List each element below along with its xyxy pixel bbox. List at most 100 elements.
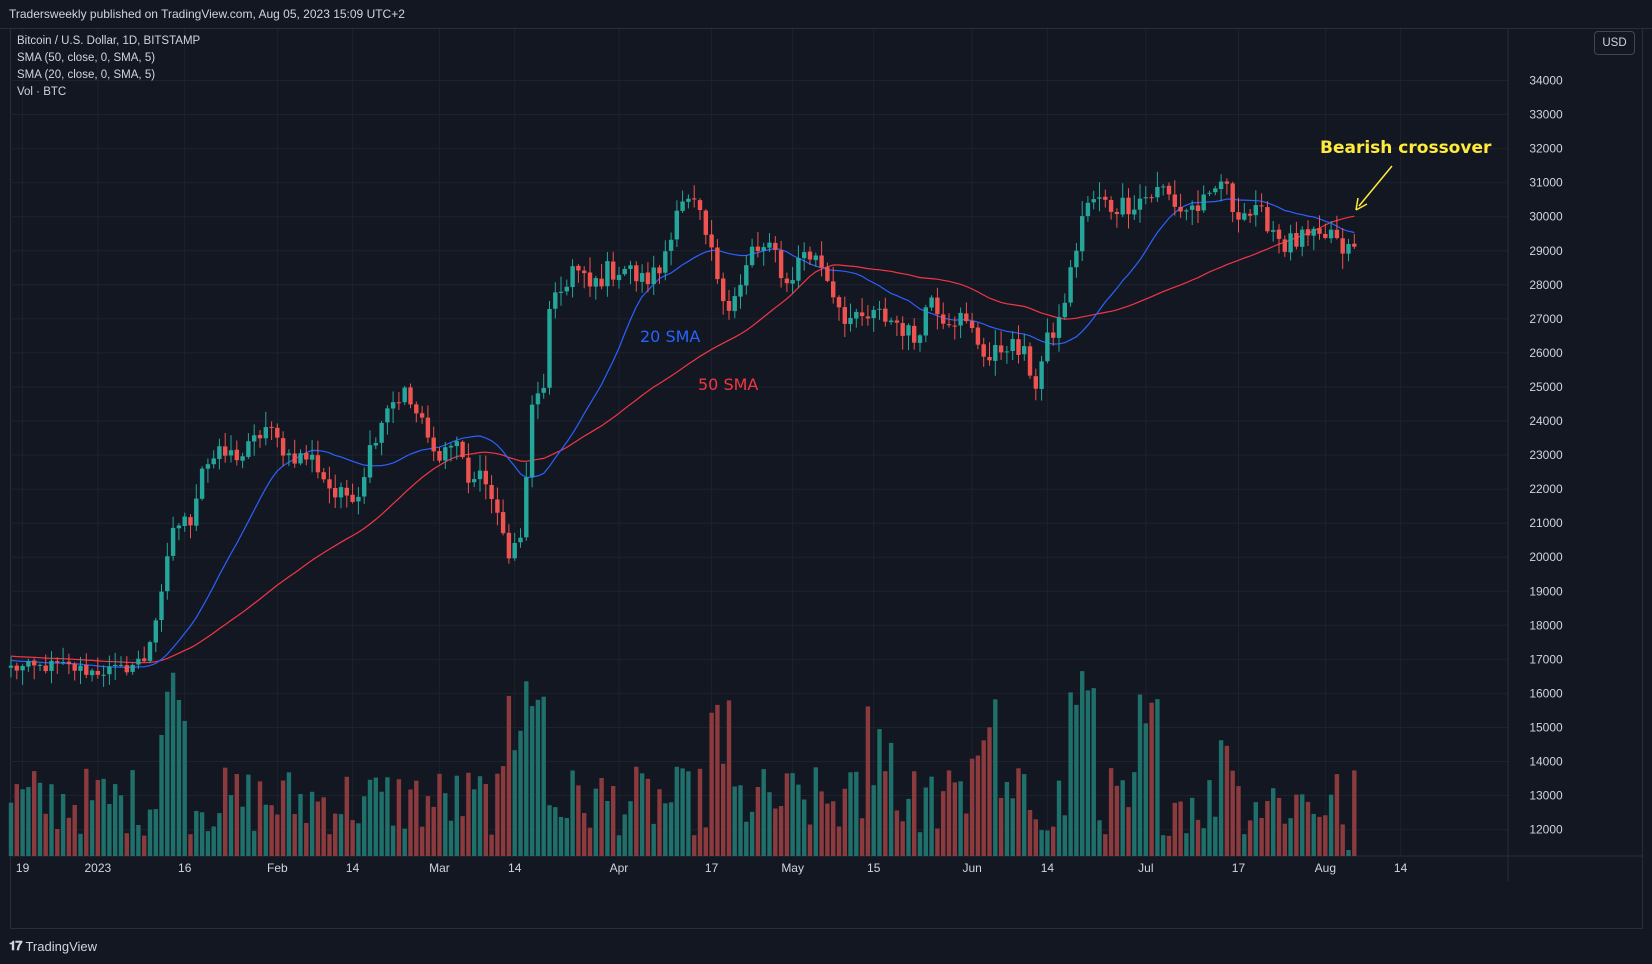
volume-bar	[1265, 801, 1270, 856]
candle-body	[257, 434, 263, 439]
candle-body	[674, 210, 679, 240]
candle-body	[217, 446, 222, 459]
candle-body	[859, 312, 865, 317]
tradingview-logo[interactable]: 𝟏𝟕 TradingView	[9, 938, 97, 954]
legend-sma50[interactable]: SMA (50, close, 0, SMA, 5)	[17, 52, 156, 64]
volume-bar	[709, 712, 714, 856]
time-tick-label: Aug	[1315, 861, 1336, 875]
footer	[0, 929, 1652, 964]
time-tick-label: Jul	[1138, 861, 1153, 875]
volume-bar	[1288, 818, 1293, 856]
volume-bar	[252, 830, 257, 856]
volume-bar	[483, 784, 488, 856]
volume-bar	[431, 806, 436, 856]
candle-body	[113, 664, 118, 666]
candle-body	[1340, 238, 1345, 254]
volume-bar	[292, 814, 297, 856]
time-tick-label: Feb	[267, 861, 288, 875]
volume-bar	[1253, 802, 1258, 856]
volume-bar	[929, 776, 934, 856]
volume-bar	[912, 771, 917, 856]
candle-body	[547, 309, 552, 388]
volume-bar	[1149, 702, 1154, 856]
time-tick-label: 16	[178, 861, 192, 875]
volume-bar	[182, 720, 187, 856]
volume-bar	[888, 742, 894, 856]
candle-body	[466, 457, 471, 483]
volume-bar	[217, 813, 222, 856]
volume-bar	[1056, 780, 1062, 856]
candle-body	[506, 532, 512, 559]
candle-body	[738, 284, 743, 297]
volume-bar	[883, 771, 888, 856]
volume-bar	[1352, 770, 1357, 856]
volume-bar	[773, 808, 778, 856]
legend-symbol[interactable]: Bitcoin / U.S. Dollar, 1D, BITSTAMP	[17, 35, 201, 47]
volume-bar	[333, 813, 338, 856]
candle-body	[344, 487, 349, 496]
price-tick-label: 17000	[1529, 652, 1563, 666]
volume-bar	[362, 796, 367, 856]
volume-bar	[228, 795, 234, 856]
volume-bar	[466, 772, 471, 856]
candle-body	[228, 450, 234, 456]
price-tick-label: 23000	[1529, 448, 1563, 462]
candle-body	[767, 242, 772, 248]
volume-bar	[518, 730, 523, 856]
volume-bar	[674, 766, 679, 856]
sma50-line	[10, 215, 1355, 664]
candle-body	[645, 272, 651, 285]
price-tick-label: 24000	[1529, 414, 1563, 428]
volume-bar	[448, 820, 454, 856]
volume-bar	[1132, 772, 1137, 856]
candle-body	[697, 200, 703, 210]
time-tick-label: 14	[1041, 861, 1055, 875]
candle-body	[269, 426, 274, 428]
price-tick-label: 18000	[1529, 618, 1563, 632]
candle-body	[153, 620, 158, 643]
price-tick-label: 22000	[1529, 482, 1563, 496]
volume-bar	[72, 805, 77, 856]
volume-bar	[726, 700, 732, 856]
candle-body	[280, 438, 286, 456]
volume-bar	[338, 814, 344, 856]
volume-bar	[1022, 774, 1027, 856]
candle-body	[639, 273, 645, 282]
candle-body	[1305, 229, 1311, 236]
volume-bar	[95, 780, 100, 856]
candle-body	[1074, 250, 1079, 268]
candle-body	[1253, 205, 1258, 216]
volume-bar	[657, 789, 662, 856]
candle-body	[1126, 197, 1131, 215]
volume-bar	[286, 772, 292, 856]
candle-body	[176, 525, 182, 529]
candle-body	[1213, 188, 1218, 193]
candle-body	[668, 239, 674, 251]
legend-sma20[interactable]: SMA (20, close, 0, SMA, 5)	[17, 69, 156, 81]
candle-body	[402, 387, 407, 403]
candle-body	[1016, 339, 1021, 355]
volume-bar	[923, 787, 928, 856]
volume-bar	[454, 775, 459, 856]
candle-body	[286, 453, 292, 456]
volume-bar	[246, 774, 251, 856]
candle-body	[582, 270, 587, 274]
candle-body	[836, 297, 842, 308]
candle-body	[975, 327, 981, 345]
volume-bar	[796, 784, 801, 856]
candle-body	[32, 660, 37, 666]
legend-volume[interactable]: Vol · BTC	[17, 86, 67, 98]
candle-body	[66, 661, 72, 665]
sma20-line	[10, 198, 1355, 669]
volume-bar	[124, 833, 129, 856]
volume-bar	[20, 789, 25, 856]
candle-body	[1207, 192, 1212, 194]
volume-bar	[686, 771, 691, 856]
candle-body	[472, 479, 477, 483]
candle-body	[935, 297, 940, 315]
currency-button[interactable]: USD	[1594, 31, 1635, 55]
candle-body	[367, 445, 373, 478]
volume-bar	[1074, 704, 1079, 856]
candle-body	[1166, 185, 1172, 195]
